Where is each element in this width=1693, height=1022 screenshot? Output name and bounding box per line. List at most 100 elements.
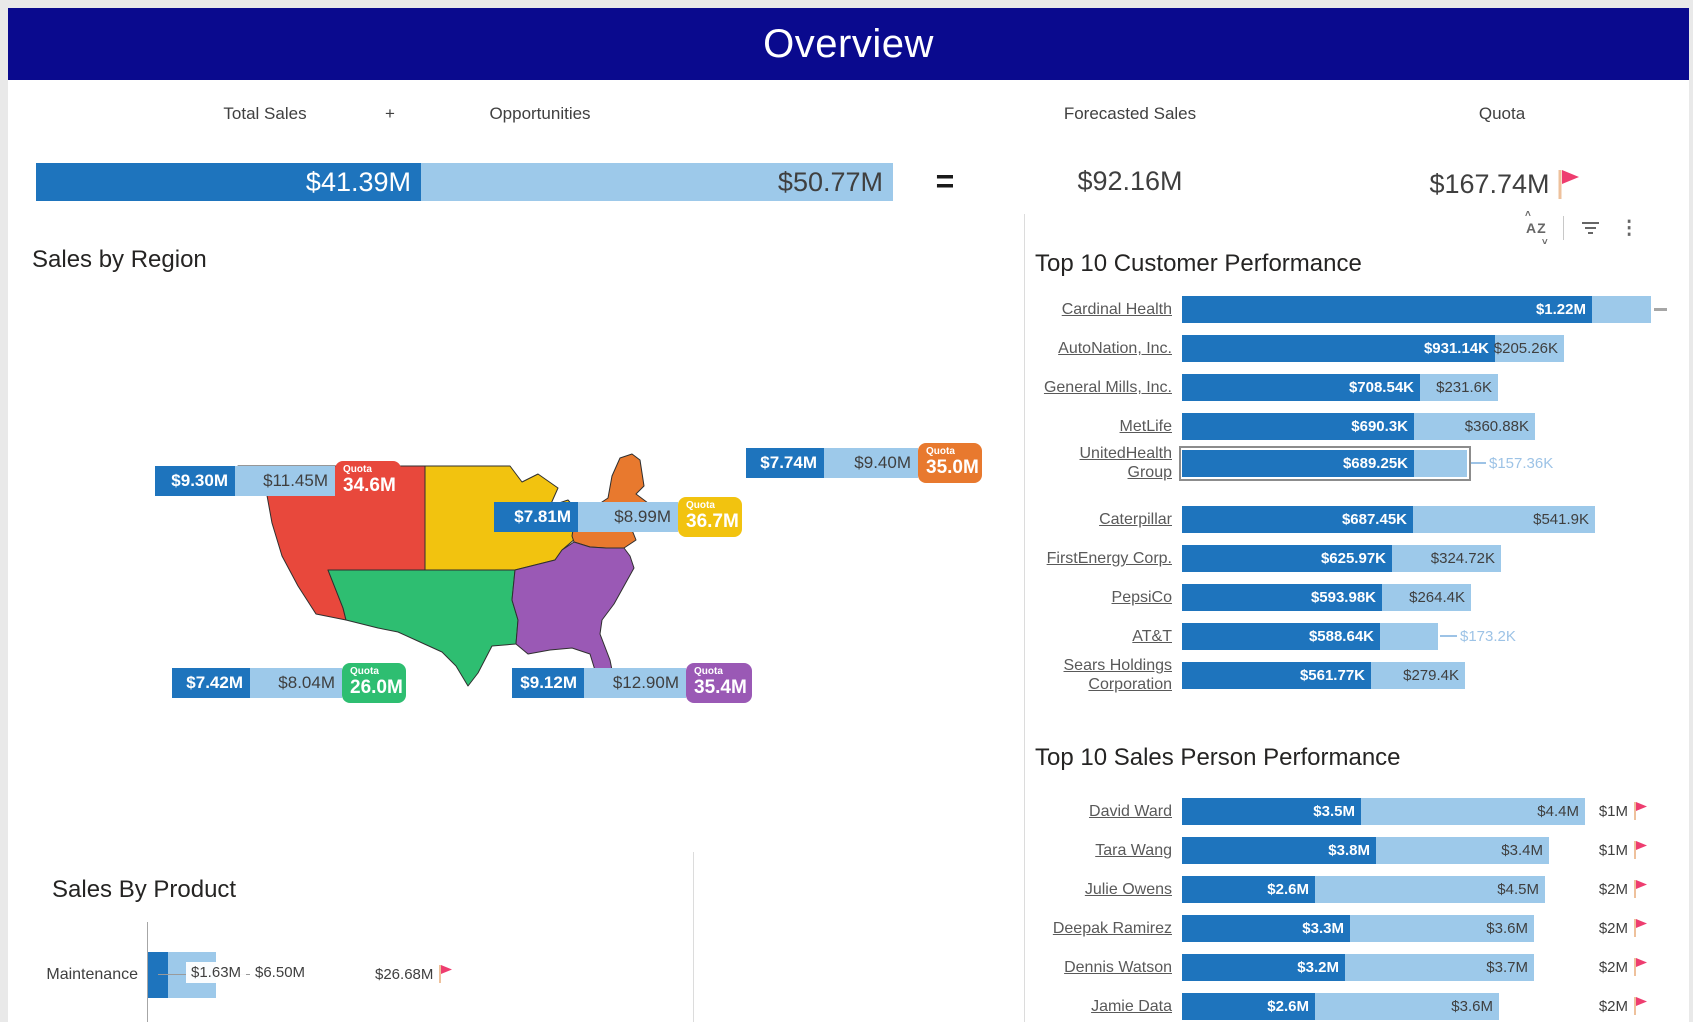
region-quota-value: 34.6M	[343, 475, 396, 496]
customer-name-link[interactable]: UnitedHealth Group	[1079, 445, 1173, 481]
customer-sales-value: $1.22M	[1535, 301, 1586, 318]
kpi-plus-sign: +	[385, 104, 395, 123]
salesperson-sales-bar[interactable]: $3.5M	[1182, 798, 1361, 825]
region-quota-badge: Quota 26.0M	[342, 663, 406, 703]
region-quota-caption: Quota	[694, 666, 723, 677]
kpi-bar-total-sales[interactable]: $41.39M	[36, 163, 421, 201]
quota-flag-icon	[1634, 802, 1647, 820]
sales-by-region-title: Sales by Region	[32, 246, 207, 273]
region-callout-central: $7.81M $8.99M Quota 36.7M	[494, 497, 742, 537]
salesperson-sales-bar[interactable]: $2.6M	[1182, 993, 1315, 1020]
kpi-bar-opportunities[interactable]: $50.77M	[421, 163, 893, 201]
salesperson-opportunity-bar[interactable]: $3.6M	[1315, 993, 1499, 1020]
customer-sales-bar[interactable]: $593.98K	[1182, 584, 1382, 611]
product-connector-line	[158, 974, 186, 975]
customer-opportunity-bar[interactable]: $264.4K	[1382, 584, 1471, 611]
salesperson-quota-value: $2M	[1598, 997, 1628, 1015]
customer-opportunity-value: $231.6K	[1436, 379, 1492, 396]
salesperson-name-link[interactable]: Deepak Ramirez	[1052, 920, 1172, 937]
customer-sales-bar[interactable]: $690.3K	[1182, 413, 1414, 440]
customer-sales-bar[interactable]: $625.97K	[1182, 545, 1392, 572]
customer-sales-bar[interactable]: $689.25K	[1182, 450, 1414, 477]
customer-opportunity-bar[interactable]	[1380, 623, 1438, 650]
quota-flag-icon	[1634, 958, 1647, 976]
filter-icon[interactable]	[1578, 218, 1603, 238]
customer-opportunity-value: $264.4K	[1409, 589, 1465, 606]
salesperson-name-link[interactable]: Jamie Data	[1091, 998, 1172, 1015]
customer-name-link[interactable]: AT&T	[1132, 628, 1172, 645]
customer-opportunity-bar[interactable]: $231.6K	[1420, 374, 1498, 401]
product-sales-bar[interactable]	[148, 952, 168, 998]
customer-opportunity-bar[interactable]	[1592, 296, 1651, 323]
customer-opportunity-bar[interactable]: $279.4K	[1371, 662, 1465, 689]
customer-sales-bar[interactable]: $561.77K	[1182, 662, 1371, 689]
customer-opportunity-bar[interactable]: $541.9K	[1413, 506, 1595, 533]
salesperson-quota-value: $2M	[1598, 958, 1628, 976]
salesperson-name-link[interactable]: Julie Owens	[1084, 881, 1172, 898]
salesperson-opportunity-bar[interactable]: $4.5M	[1315, 876, 1545, 903]
salesperson-opportunity-bar[interactable]: $3.7M	[1345, 954, 1534, 981]
customer-sales-bar[interactable]: $708.54K	[1182, 374, 1420, 401]
salesperson-name-link[interactable]: Tara Wang	[1095, 842, 1172, 859]
more-options-icon[interactable]: ⋮	[1619, 217, 1639, 239]
customer-opportunity-value: $324.72K	[1430, 550, 1495, 567]
customer-sales-bar[interactable]: $687.45K	[1182, 506, 1413, 533]
toolbar-divider	[1562, 216, 1564, 240]
customer-name-link[interactable]: Sears Holdings Corporation	[1063, 657, 1173, 693]
region-sales-bar[interactable]: $9.12M	[512, 668, 584, 698]
salesperson-name-link[interactable]: David Ward	[1089, 803, 1172, 820]
customer-name-link[interactable]: PepsiCo	[1111, 589, 1172, 606]
salesperson-opportunity-value: $3.4M	[1501, 842, 1543, 859]
region-opportunity-bar[interactable]: $8.04M	[250, 668, 342, 698]
salesperson-sales-bar[interactable]: $3.3M	[1182, 915, 1350, 942]
salesperson-opportunity-value: $3.7M	[1486, 959, 1528, 976]
customer-name-link[interactable]: MetLife	[1119, 418, 1172, 435]
product-quota-flag-icon	[439, 965, 453, 983]
region-sales-bar[interactable]: $7.81M	[494, 502, 578, 532]
region-sales-bar[interactable]: $7.42M	[172, 668, 250, 698]
salesperson-sales-bar[interactable]: $2.6M	[1182, 876, 1315, 903]
salesperson-sales-bar[interactable]: $3.2M	[1182, 954, 1345, 981]
customer-opportunity-bar[interactable]	[1414, 450, 1467, 477]
region-callout-southeast: $9.12M $12.90M Quota 35.4M	[512, 663, 752, 703]
kpi-value-forecasted-sales: $92.16M	[1077, 166, 1183, 196]
region-callout-west: $9.30M $11.45M Quota 34.6M	[155, 461, 401, 501]
customer-sales-bar[interactable]: $931.14K	[1182, 335, 1495, 362]
customer-callout-value: $157.36K	[1489, 455, 1554, 472]
customer-sales-bar[interactable]: $1.22M	[1182, 296, 1592, 323]
region-quota-value: 35.4M	[694, 677, 747, 698]
customer-name-link[interactable]: Caterpillar	[1099, 511, 1172, 528]
customer-name-link[interactable]: General Mills, Inc.	[1043, 379, 1172, 396]
customer-opportunity-bar[interactable]: $205.26K	[1494, 335, 1564, 362]
region-opportunity-bar[interactable]: $11.45M	[235, 466, 335, 496]
customer-sales-value: $625.97K	[1320, 550, 1386, 567]
map-region-southeast[interactable]	[511, 541, 635, 692]
salesperson-quota-group: $2M	[1520, 957, 1648, 977]
region-sales-bar[interactable]: $7.74M	[746, 448, 824, 478]
region-quota-badge: Quota 34.6M	[335, 461, 401, 501]
salesperson-quota-value: $1M	[1598, 802, 1628, 820]
kpi-equals-sign: =	[935, 163, 955, 199]
customer-sales-value: $588.64K	[1308, 628, 1374, 645]
salesperson-name-link[interactable]: Dennis Watson	[1064, 959, 1172, 976]
customer-sales-bar[interactable]: $588.64K	[1182, 623, 1380, 650]
salesperson-sales-bar[interactable]: $3.8M	[1182, 837, 1376, 864]
region-sales-bar[interactable]: $9.30M	[155, 466, 235, 496]
kpi-label-forecasted-sales: Forecasted Sales	[1063, 104, 1197, 123]
customer-target-marker	[1654, 308, 1667, 311]
salesperson-opportunity-bar[interactable]: $3.6M	[1350, 915, 1534, 942]
customer-opportunity-bar[interactable]: $324.72K	[1392, 545, 1501, 572]
customer-name-link[interactable]: Cardinal Health	[1061, 301, 1172, 318]
quota-flag-icon	[1634, 841, 1647, 859]
region-opportunity-bar[interactable]: $8.99M	[578, 502, 678, 532]
sort-az-icon[interactable]: ˄ AZ ˅	[1525, 209, 1549, 248]
customer-name-link[interactable]: FirstEnergy Corp.	[1046, 550, 1172, 567]
salesperson-opportunity-bar[interactable]: $4.4M	[1361, 798, 1585, 825]
customer-opportunity-bar[interactable]: $360.88K	[1414, 413, 1535, 440]
region-opportunity-bar[interactable]: $9.40M	[824, 448, 918, 478]
region-opportunity-bar[interactable]: $12.90M	[584, 668, 686, 698]
customer-name-link[interactable]: AutoNation, Inc.	[1058, 340, 1172, 357]
region-quota-value: 35.0M	[926, 457, 979, 478]
salesperson-opportunity-bar[interactable]: $3.4M	[1376, 837, 1549, 864]
